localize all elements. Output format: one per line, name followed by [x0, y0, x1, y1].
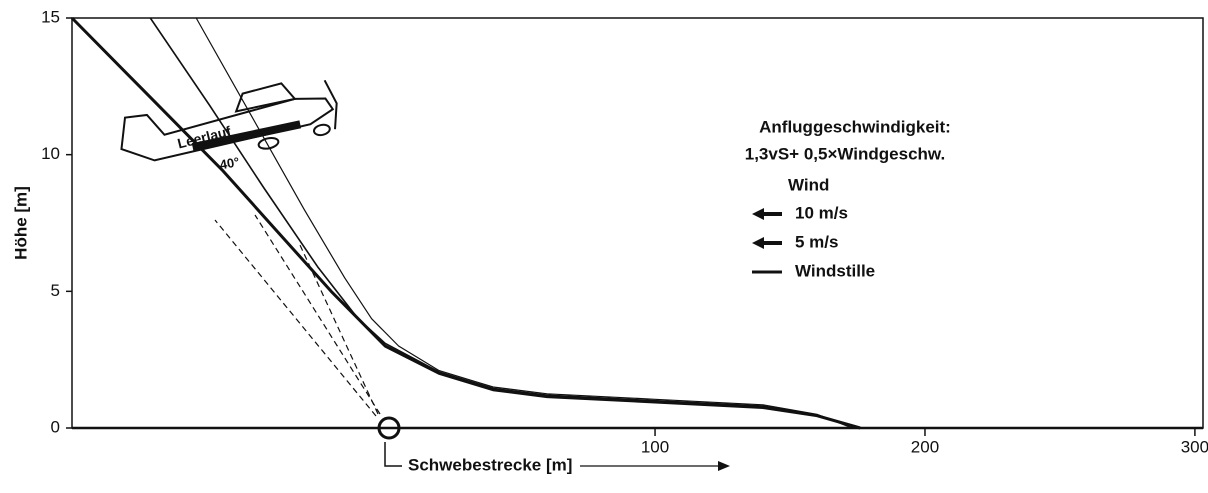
legend-label: Windstille: [795, 261, 875, 280]
angle-label: 40°: [219, 154, 241, 172]
annotation: Anfluggeschwindigkeit:: [759, 117, 951, 136]
legend-arrow: [752, 208, 782, 220]
y-axis-label: Höhe [m]: [11, 186, 30, 260]
legend-label: 10 m/s: [795, 203, 848, 222]
x-tick-label: 100: [641, 437, 669, 456]
series-line: [149, 17, 858, 429]
series-line: [195, 17, 853, 429]
bracket: [384, 442, 402, 467]
y-tick-label: 0: [51, 417, 60, 436]
plot-frame: [71, 17, 1204, 429]
x-tick-label: 300: [1181, 437, 1208, 456]
airplane: [120, 79, 338, 162]
series-line: [70, 16, 861, 430]
arrow-head: [718, 461, 730, 471]
legend-label: 5 m/s: [795, 232, 838, 251]
y-tick-label: 10: [41, 144, 60, 163]
legend-title: Wind: [788, 175, 829, 194]
x-label-group: Schwebestrecke [m]: [384, 442, 730, 474]
annotation: 1,3vS+ 0,5×Windgeschw.: [745, 144, 945, 163]
y-tick-label: 5: [51, 281, 60, 300]
y-tick-label: 15: [41, 7, 60, 26]
x-tick-label: 200: [911, 437, 939, 456]
legend-arrow: [752, 237, 782, 249]
x-axis-label: Schwebestrecke [m]: [408, 455, 572, 474]
aim-point: [377, 416, 401, 440]
